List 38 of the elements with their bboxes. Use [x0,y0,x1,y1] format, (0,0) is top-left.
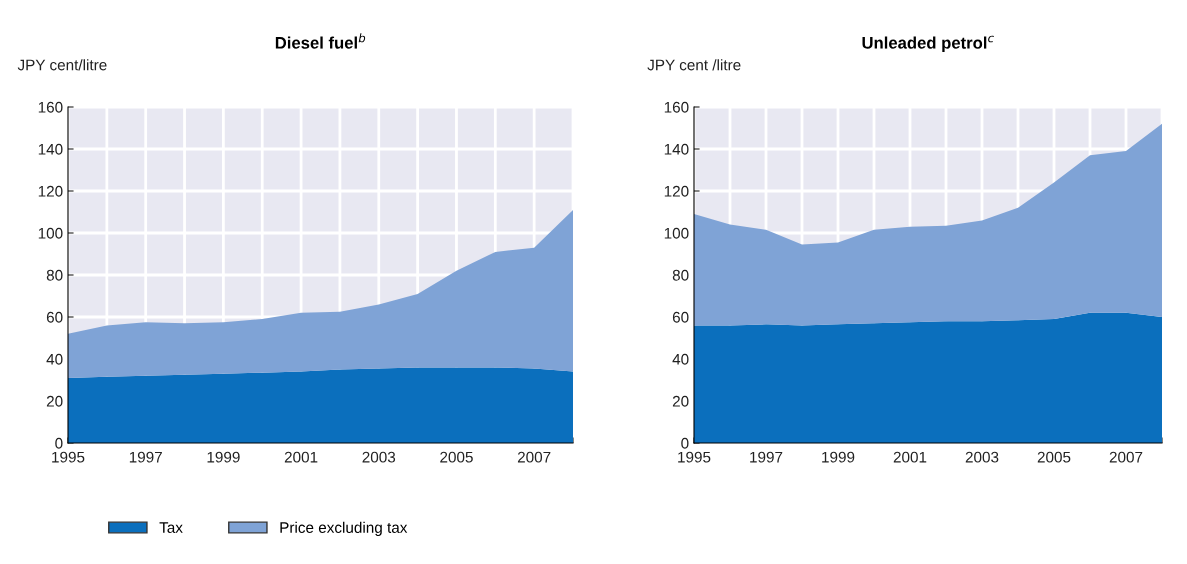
x-tick-label: 1995 [678,451,711,463]
y-tick-label: 120 [664,185,689,197]
y-tick-label: 140 [664,143,689,155]
y-tick-label: 20 [46,395,63,407]
y-tick-label: 80 [46,269,63,281]
y-tick-label: 20 [672,395,689,407]
y-tick-label: 60 [46,311,63,323]
x-tick-label: 1999 [207,451,240,463]
y-tick-label: 80 [672,269,689,281]
x-tick-label: 2005 [440,451,473,463]
legend-label: Tax [159,522,183,533]
y-tick-label: 40 [46,353,63,365]
x-tick-label: 2001 [893,451,927,463]
x-tick-label: 2007 [517,451,551,463]
y-tick-label: 60 [672,311,689,323]
x-tick-label: 1997 [129,451,162,463]
y-axis-title: JPY cent/litre [17,59,107,71]
x-tick-label: 1995 [52,451,85,463]
x-tick-label: 2005 [1037,451,1071,463]
x-tick-label: 2003 [965,451,999,463]
x-tick-label: 2001 [284,451,318,463]
chart-title: Unleaded petrol$^{c}$ [862,35,994,53]
x-tick-label: 2007 [1109,451,1143,463]
chart-title: Diesel fuel$^{b}$ [275,33,366,49]
y-axis-title: JPY cent /litre [647,59,741,71]
legend-label: Price excluding tax [280,521,408,536]
y-tick-label: 120 [38,185,63,197]
x-tick-label: 1997 [750,451,783,463]
y-tick-label: 140 [38,143,63,155]
x-tick-label: 2003 [362,451,396,463]
y-tick-label: 160 [664,101,689,113]
y-tick-label: 0 [55,437,63,449]
x-tick-label: 1999 [822,451,855,463]
y-tick-label: 100 [664,227,689,239]
y-tick-label: 160 [38,101,63,113]
y-tick-label: 40 [672,353,689,365]
y-tick-label: 100 [38,227,63,239]
y-tick-label: 0 [681,437,689,449]
